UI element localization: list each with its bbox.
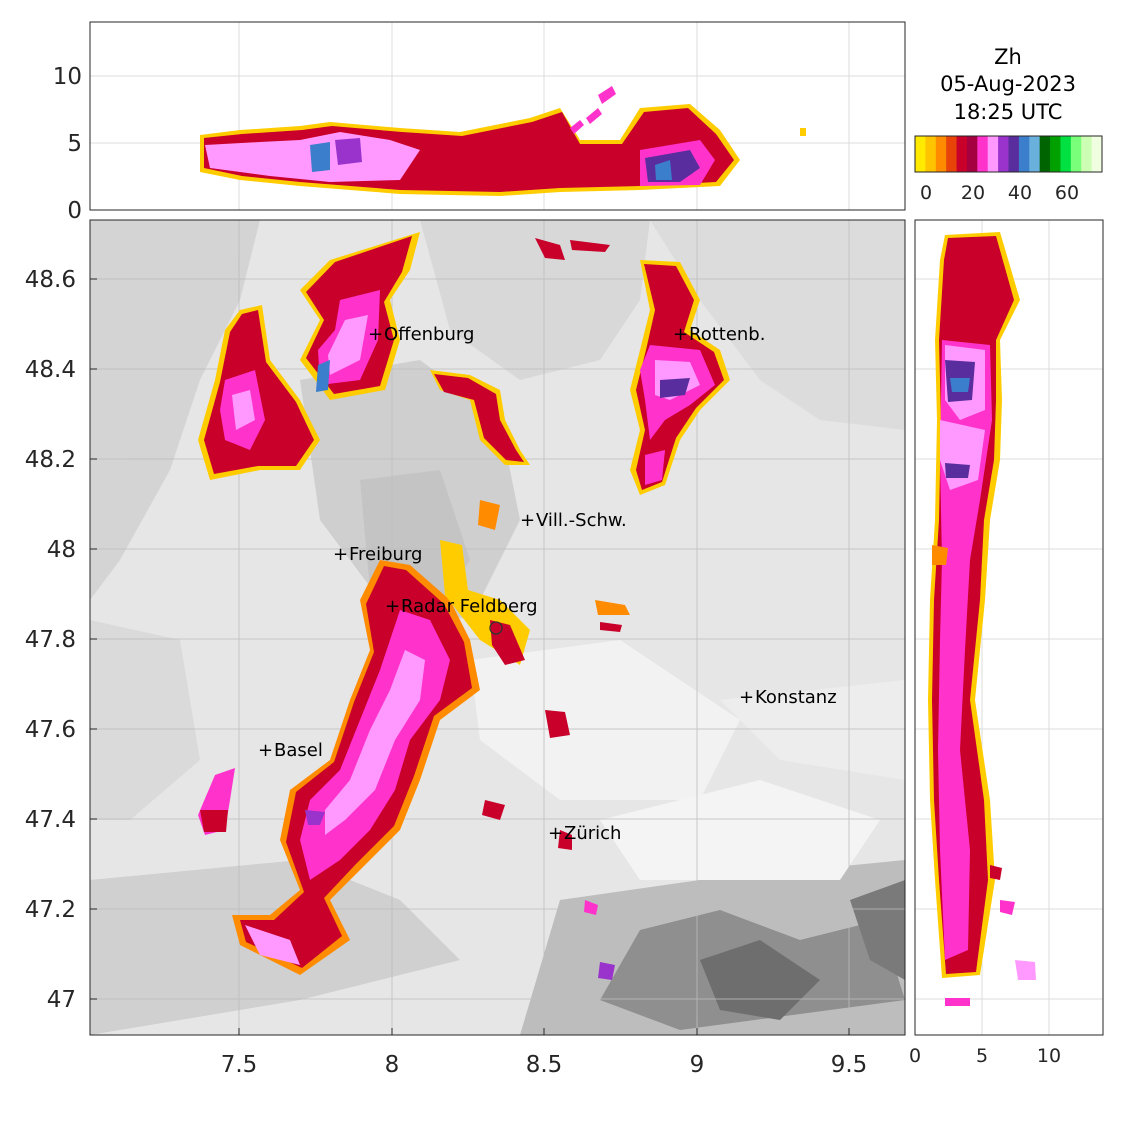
city-rottenburg: + Rottenb. <box>673 324 765 345</box>
x-tick-label: 8 <box>385 1052 400 1078</box>
time-title: 18:25 UTC <box>954 100 1063 124</box>
x-tick-label: 9.5 <box>831 1052 868 1078</box>
colorbar-tick-label: 0 <box>920 182 932 204</box>
terrain-background <box>90 220 905 1035</box>
city-zurich: + Zürich <box>548 823 621 844</box>
right-echo-profile <box>928 232 1036 1006</box>
x-tick-label: 8.5 <box>526 1052 563 1078</box>
city-konstanz: + Konstanz <box>739 687 837 708</box>
city-label: Zürich <box>564 823 621 844</box>
colorbar-tick-label: 20 <box>961 182 985 204</box>
colorbar-swatch <box>915 136 926 172</box>
colorbar-swatch <box>1029 136 1041 172</box>
plus-marker-icon: + <box>333 544 348 565</box>
colorbar-tick-label: 60 <box>1055 182 1079 204</box>
title-block: Zh 05-Aug-2023 18:25 UTC <box>940 45 1076 124</box>
colorbar-swatch <box>1039 136 1051 172</box>
colorbar-tick-labels: 0 20 40 60 <box>920 182 1079 204</box>
top-frame <box>89 21 906 211</box>
y-tick-label: 48.6 <box>25 267 76 293</box>
city-label: Rottenb. <box>689 324 765 345</box>
y-tick-label: 47.8 <box>25 627 76 653</box>
plus-marker-icon: + <box>673 324 688 345</box>
city-label: Radar Feldberg <box>401 596 538 617</box>
colorbar-swatch <box>1050 136 1061 172</box>
y-tick-label: 48.4 <box>25 357 76 383</box>
city-markers: + Offenburg + Rottenb. + Vill.-Schw. + F… <box>258 324 837 844</box>
colorbar-swatch <box>1018 136 1030 172</box>
plus-marker-icon: + <box>739 687 754 708</box>
y-tick-label: 5 <box>67 131 82 157</box>
top-height-panel: 10 5 0 <box>53 21 906 224</box>
colorbar-tick-label: 40 <box>1008 182 1032 204</box>
colorbar: 0 20 40 60 <box>914 135 1103 204</box>
y-tick-label: 47.4 <box>25 807 76 833</box>
radar-site-icon <box>489 621 503 635</box>
x-tick-label: 9 <box>690 1052 705 1078</box>
colorbar-swatch <box>1060 136 1072 172</box>
top-echo-profile <box>200 86 806 196</box>
right-x-tick-labels: 0 5 10 <box>909 1045 1061 1067</box>
colorbar-swatch <box>1070 136 1082 172</box>
plus-marker-icon: + <box>368 324 383 345</box>
city-label: Konstanz <box>755 687 837 708</box>
colorbar-swatches <box>915 136 1103 172</box>
y-tick-label: 47 <box>47 987 76 1013</box>
right-frame <box>914 219 1104 1036</box>
precipitation-echoes <box>198 232 730 980</box>
right-height-panel: 0 5 10 <box>909 219 1104 1067</box>
y-tick-label: 10 <box>53 64 82 90</box>
city-label: Offenburg <box>384 324 474 345</box>
map-x-tick-labels: 7.5 8 8.5 9 9.5 <box>221 1052 868 1078</box>
colorbar-swatch <box>987 136 999 172</box>
colorbar-swatch <box>925 136 937 172</box>
city-villingen: + Vill.-Schw. <box>520 510 627 531</box>
x-tick-label: 10 <box>1037 1045 1061 1067</box>
city-offenburg: + Offenburg <box>368 324 474 345</box>
colorbar-swatch <box>1091 136 1103 172</box>
colorbar-swatch <box>1008 136 1020 172</box>
colorbar-swatch <box>935 136 947 172</box>
variable-title: Zh <box>994 45 1022 69</box>
colorbar-frame <box>914 135 1103 173</box>
city-basel: + Basel <box>258 740 323 761</box>
y-tick-label: 48.2 <box>25 447 76 473</box>
city-freiburg: + Freiburg <box>333 544 422 565</box>
x-tick-label: 0 <box>909 1045 921 1067</box>
y-tick-label: 47.6 <box>25 717 76 743</box>
map-y-tick-labels: 48.6 48.4 48.2 48 47.8 47.6 47.4 47.2 47 <box>25 267 76 1013</box>
top-y-tick-labels: 10 5 0 <box>53 64 82 224</box>
y-tick-label: 47.2 <box>25 897 76 923</box>
colorbar-swatch <box>966 136 978 172</box>
plus-marker-icon: + <box>258 740 273 761</box>
y-tick-label: 48 <box>47 537 76 563</box>
map-panel: + Offenburg + Rottenb. + Vill.-Schw. + F… <box>25 219 906 1078</box>
map-tick-marks <box>90 278 850 1035</box>
plus-marker-icon: + <box>520 510 535 531</box>
x-tick-label: 7.5 <box>221 1052 258 1078</box>
plus-marker-icon: + <box>548 823 563 844</box>
colorbar-swatch <box>998 136 1009 172</box>
colorbar-swatch <box>1081 136 1093 172</box>
city-radar-feldberg: + Radar Feldberg <box>385 596 538 635</box>
colorbar-swatch <box>946 136 958 172</box>
city-label: Basel <box>274 740 323 761</box>
colorbar-swatch <box>977 136 989 172</box>
x-tick-label: 5 <box>976 1045 988 1067</box>
city-label: Freiburg <box>349 544 422 565</box>
city-label: Vill.-Schw. <box>536 510 627 531</box>
colorbar-swatch <box>956 136 968 172</box>
plus-marker-icon: + <box>385 596 400 617</box>
y-tick-label: 0 <box>67 198 82 224</box>
map-frame <box>89 219 906 1036</box>
date-title: 05-Aug-2023 <box>940 72 1076 96</box>
